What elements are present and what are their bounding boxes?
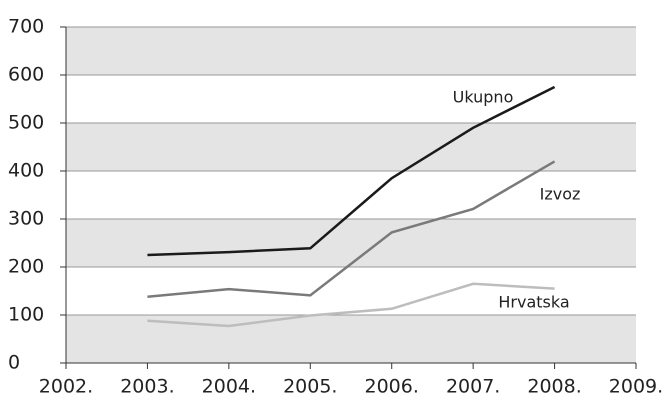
- y-tick-label: 500: [8, 112, 44, 134]
- band: [66, 219, 636, 267]
- series-label: Ukupno: [453, 88, 514, 107]
- x-tick-label: 2008.: [527, 376, 581, 398]
- x-tick-label: 2009.: [609, 376, 663, 398]
- x-tick-label: 2005.: [283, 376, 337, 398]
- y-tick-label: 400: [8, 160, 44, 182]
- band: [66, 123, 636, 171]
- x-tick-label: 2007.: [446, 376, 500, 398]
- y-tick-label: 300: [8, 208, 44, 230]
- series-label: Izvoz: [540, 185, 581, 204]
- y-tick-label: 100: [8, 304, 44, 326]
- x-tick-label: 2004.: [202, 376, 256, 398]
- x-tick-label: 2002.: [39, 376, 93, 398]
- y-tick-label: 200: [8, 256, 44, 278]
- series-label: Hrvatska: [498, 293, 569, 312]
- band: [66, 315, 636, 363]
- y-tick-label: 0: [8, 352, 20, 374]
- y-tick-label: 600: [8, 64, 44, 86]
- series-line: [147, 282, 555, 328]
- band: [66, 27, 636, 75]
- series-line: [147, 85, 556, 257]
- x-tick-label: 2003.: [120, 376, 174, 398]
- series-line: [147, 160, 556, 299]
- y-tick-label: 700: [8, 16, 44, 38]
- x-tick-label: 2006.: [365, 376, 419, 398]
